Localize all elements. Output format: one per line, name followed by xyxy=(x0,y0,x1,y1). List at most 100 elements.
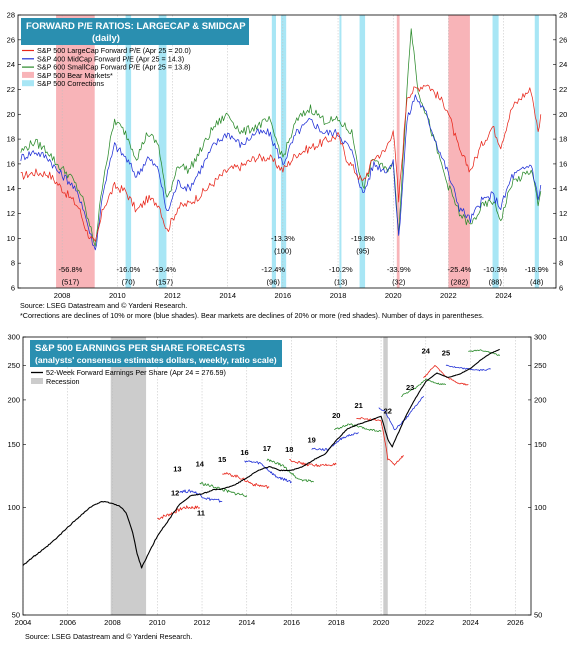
band-annotation: -19.8% xyxy=(351,234,375,243)
legend-label: S&P 500 Corrections xyxy=(37,79,104,88)
x-tick-label: 2012 xyxy=(164,291,181,300)
y-tick-label-right: 10 xyxy=(559,234,567,243)
x-tick-label: 2022 xyxy=(417,618,434,627)
x-tick-label: 2010 xyxy=(109,291,126,300)
y-tick-label-right: 26 xyxy=(559,35,567,44)
band-annotation: -10.2% xyxy=(329,265,353,274)
correction-band xyxy=(339,15,342,288)
annual-estimate-line xyxy=(179,489,223,503)
eps-title-box: S&P 500 EARNINGS PER SHARE FORECASTS (an… xyxy=(30,340,282,367)
eps-title-background xyxy=(30,340,282,367)
eps-chart-title: S&P 500 EARNINGS PER SHARE FORECASTS xyxy=(35,343,245,354)
year-label: 18 xyxy=(285,445,293,454)
annual-estimate-line xyxy=(289,459,337,467)
band-annotation: -19.4% xyxy=(152,265,176,274)
y-tick-label-right: 8 xyxy=(559,259,563,268)
pe-footnote: *Corrections are declines of 10% or more… xyxy=(20,311,484,320)
y-tick-label-left: 150 xyxy=(7,440,20,449)
legend-swatch-box xyxy=(22,71,34,78)
annual-estimate-line xyxy=(199,482,248,498)
x-tick-label: 2016 xyxy=(283,618,300,627)
pe-chart-title: FORWARD P/E RATIOS: LARGECAP & SMIDCAP xyxy=(26,21,246,32)
y-tick-label-left: 20 xyxy=(7,110,15,119)
year-label: 16 xyxy=(240,448,248,457)
band-annotation: -18.9% xyxy=(525,265,549,274)
y-tick-label-right: 22 xyxy=(559,85,567,94)
recession-band xyxy=(110,337,147,615)
year-label: 14 xyxy=(196,460,205,469)
annual-estimate-line xyxy=(222,472,270,489)
band-annotation: -13.3% xyxy=(271,234,295,243)
correction-band xyxy=(534,15,539,288)
y-tick-label-right: 20 xyxy=(559,110,567,119)
year-label: 12 xyxy=(171,489,179,498)
year-label: 25 xyxy=(442,349,450,358)
x-tick-label: 2022 xyxy=(440,291,457,300)
x-tick-label: 2014 xyxy=(238,618,255,627)
eps-series-lines xyxy=(22,348,500,569)
band-annotation: (157) xyxy=(155,277,173,286)
y-tick-label-left: 250 xyxy=(7,361,20,370)
year-label: 11 xyxy=(197,508,205,517)
pe-annotations: -56.8% (517) -16.0% (70) -19.4% (157) -12.4% (9… xyxy=(59,234,549,286)
x-tick-label: 2010 xyxy=(149,618,166,627)
y-tick-label-right: 24 xyxy=(559,60,567,69)
annual-estimate-line xyxy=(423,365,469,386)
annual-estimate-line xyxy=(356,417,404,466)
y-tick-label-left: 200 xyxy=(7,395,20,404)
y-tick-label-left: 12 xyxy=(7,209,15,218)
band-annotation: (88) xyxy=(489,277,503,286)
y-tick-label-right: 50 xyxy=(534,611,542,620)
y-tick-label-left: 300 xyxy=(7,333,20,342)
band-annotation: (48) xyxy=(530,277,544,286)
y-tick-label-right: 14 xyxy=(559,184,567,193)
band-annotation: -16.0% xyxy=(116,265,140,274)
pe-title-background xyxy=(21,18,249,45)
bear-market-band xyxy=(396,15,400,288)
pe-chart-subtitle: (daily) xyxy=(92,33,120,44)
y-tick-label-left: 16 xyxy=(7,159,15,168)
band-annotation: (100) xyxy=(274,246,292,255)
pe-y-tick-labels: 6 6 8 8 10 10 12 12 14 14 16 16 18 18 20 20 22 22 24 24 26 26… xyxy=(7,11,568,293)
x-tick-label: 2008 xyxy=(104,618,121,627)
x-tick-label: 2024 xyxy=(495,291,512,300)
y-tick-label-left: 8 xyxy=(11,259,15,268)
band-annotation: -10.3% xyxy=(483,265,507,274)
x-tick-label: 2024 xyxy=(462,618,479,627)
year-label: 17 xyxy=(263,444,271,453)
x-tick-label: 2018 xyxy=(330,291,347,300)
y-tick-label-left: 18 xyxy=(7,135,15,144)
recession-band xyxy=(383,337,388,615)
bear-market-band xyxy=(448,15,470,288)
pe-source-note: Source: LSEG Datastream and © Yardeni Re… xyxy=(20,301,187,310)
eps-recession-bands xyxy=(110,337,388,615)
legend-swatch-box xyxy=(22,80,34,87)
correction-band xyxy=(271,15,276,288)
eps-legend: 52-Week Forward Earnings Per Share (Apr … xyxy=(31,368,226,386)
y-tick-label-right: 250 xyxy=(534,361,547,370)
x-tick-label: 2026 xyxy=(507,618,524,627)
x-tick-label: 2020 xyxy=(373,618,390,627)
annual-estimate-line xyxy=(378,395,424,431)
pe-series-line xyxy=(20,84,542,242)
eps-x-tick-labels: 2004 2006 2008 2010 2012 2014 2016 2018 2020 2022… xyxy=(15,618,524,627)
x-tick-label: 2020 xyxy=(385,291,402,300)
y-tick-label-right: 18 xyxy=(559,135,567,144)
year-label: 24 xyxy=(422,346,431,355)
legend-label: S&P 400 MidCap Forward P/E (Apr 25 = 14.… xyxy=(37,54,184,63)
y-tick-label-left: 14 xyxy=(7,184,15,193)
pe-title-box: FORWARD P/E RATIOS: LARGECAP & SMIDCAP (… xyxy=(21,18,249,45)
y-tick-label-right: 200 xyxy=(534,395,547,404)
year-label: 21 xyxy=(355,401,363,410)
y-tick-label-left: 50 xyxy=(12,611,20,620)
correction-band xyxy=(492,15,499,288)
x-tick-label: 2016 xyxy=(275,291,292,300)
y-tick-label-left: 26 xyxy=(7,35,15,44)
band-annotation: -56.8% xyxy=(59,265,83,274)
band-annotation: -33.9% xyxy=(387,265,411,274)
legend-label: Recession xyxy=(46,377,80,386)
y-tick-label-right: 300 xyxy=(534,333,547,342)
pe-legend: S&P 500 LargeCap Forward P/E (Apr 25 = 2… xyxy=(22,46,191,88)
